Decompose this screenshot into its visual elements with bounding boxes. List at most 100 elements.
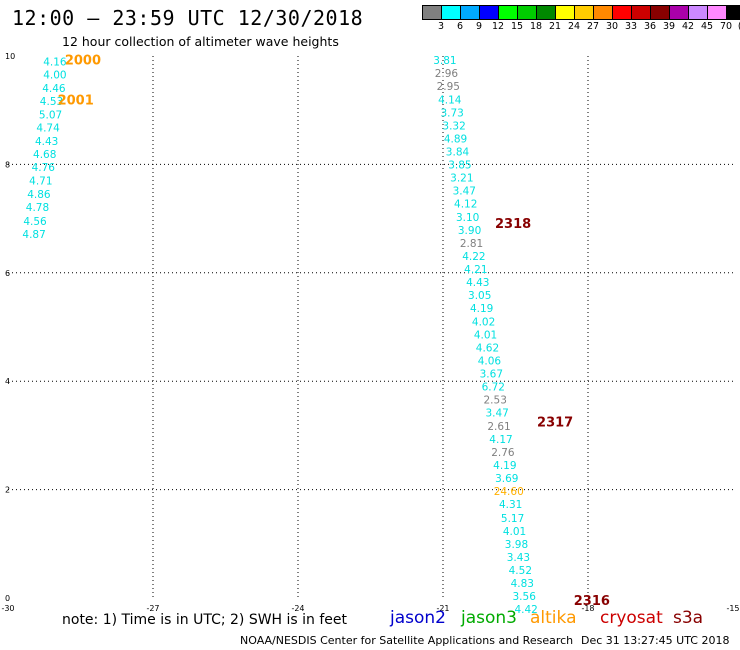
x-tick-label: -30 bbox=[1, 604, 14, 613]
color-scale-label: 36 bbox=[643, 21, 657, 32]
color-scale-label: 21 bbox=[548, 21, 562, 32]
time-annotation: 2000 bbox=[65, 53, 101, 68]
x-tick-label: -27 bbox=[146, 604, 159, 613]
footer-credit: NOAA/NESDIS Center for Satellite Applica… bbox=[240, 634, 574, 647]
wave-height-label: 3.47 bbox=[485, 408, 508, 420]
wave-height-label: 5.17 bbox=[501, 513, 524, 525]
wave-height-label: 4.43 bbox=[35, 136, 58, 148]
wave-height-label: 3.21 bbox=[450, 172, 473, 184]
color-scale-label: 33 bbox=[624, 21, 638, 32]
wave-height-label: 4.01 bbox=[474, 330, 497, 342]
wave-height-label: 3.84 bbox=[446, 146, 470, 158]
wave-height-label: 4.19 bbox=[470, 303, 493, 315]
wave-height-label: 3.05 bbox=[468, 290, 491, 302]
wave-height-label: 4.06 bbox=[478, 356, 502, 368]
color-scale-label: 12 bbox=[491, 21, 505, 32]
color-scale-label: 9 bbox=[475, 21, 483, 32]
color-scale-label: 30 bbox=[605, 21, 619, 32]
y-tick-label: 8 bbox=[5, 160, 10, 169]
wave-height-label: 3.81 bbox=[433, 55, 456, 67]
wave-height-label: 3.10 bbox=[456, 212, 479, 224]
wave-height-label: 4.52 bbox=[509, 565, 532, 577]
color-scale-unit: (ft) bbox=[735, 21, 740, 32]
wave-height-label: 2.95 bbox=[437, 81, 460, 93]
color-scale-label: 70 bbox=[719, 21, 733, 32]
wave-height-label: 3.69 bbox=[495, 473, 518, 485]
wave-height-label: 4.86 bbox=[27, 189, 51, 201]
wave-height-label: 4.31 bbox=[499, 499, 522, 511]
chart-subtitle: 12 hour collection of altimeter wave hei… bbox=[62, 34, 339, 49]
wave-height-label: 4.43 bbox=[466, 277, 489, 289]
color-scale-label: 27 bbox=[586, 21, 600, 32]
chart-title: 12:00 – 23:59 UTC 12/30/2018 bbox=[12, 6, 364, 30]
x-tick-label: -15 bbox=[726, 604, 739, 613]
wave-height-label: 4.62 bbox=[476, 343, 499, 355]
wave-height-label: 3.85 bbox=[448, 159, 471, 171]
wave-height-label: 4.56 bbox=[23, 216, 47, 228]
wave-height-label: 3.32 bbox=[442, 120, 465, 132]
wave-height-label: 2.76 bbox=[491, 447, 515, 459]
wave-height-label: 3.98 bbox=[505, 539, 528, 551]
wave-height-label: 4.21 bbox=[464, 264, 487, 276]
satellite-label-jason2: jason2 bbox=[390, 608, 446, 628]
color-scale-label: 3 bbox=[437, 21, 445, 32]
wave-height-label: 4.68 bbox=[33, 149, 56, 161]
wave-height-label: 2.81 bbox=[460, 238, 483, 250]
color-scale-label: 6 bbox=[456, 21, 464, 32]
color-scale-label: 45 bbox=[700, 21, 714, 32]
y-tick-label: 2 bbox=[5, 486, 10, 495]
wave-height-label: 6.72 bbox=[482, 382, 505, 394]
wave-height-label: 4.87 bbox=[22, 229, 45, 241]
wave-height-label: 3.47 bbox=[453, 185, 476, 197]
wave-height-label: 3.67 bbox=[480, 369, 503, 381]
satellite-label-jason3: jason3 bbox=[461, 608, 517, 628]
wave-height-label: 4.71 bbox=[29, 176, 52, 188]
color-scale-swatch bbox=[726, 5, 740, 20]
wave-height-label: 4.42 bbox=[514, 604, 537, 616]
wave-height-label: 5.07 bbox=[39, 110, 62, 122]
wave-height-label: 4.89 bbox=[444, 133, 467, 145]
wave-height-label: 2.96 bbox=[435, 68, 459, 80]
color-scale-label: 24 bbox=[567, 21, 581, 32]
wave-height-label: 4.22 bbox=[462, 251, 485, 263]
x-tick-label: -21 bbox=[436, 604, 449, 613]
wave-height-label: 4.17 bbox=[489, 434, 512, 446]
x-tick-label: -24 bbox=[291, 604, 304, 613]
satellite-label-s3a: s3a bbox=[673, 608, 704, 628]
wave-height-label: 2.61 bbox=[487, 421, 510, 433]
satellite-label-cryosat: cryosat bbox=[600, 608, 663, 628]
wave-height-label: 4.16 bbox=[43, 56, 67, 68]
footer-timestamp: Dec 31 13:27:45 UTC 2018 bbox=[581, 634, 730, 647]
wave-height-label: 24.60 bbox=[494, 486, 524, 498]
time-annotation: 2317 bbox=[537, 415, 573, 430]
wave-height-label: 4.00 bbox=[43, 69, 66, 81]
time-annotation: 2001 bbox=[58, 93, 94, 108]
wave-height-label: 3.90 bbox=[458, 225, 481, 237]
color-scale-label: 18 bbox=[529, 21, 543, 32]
wave-height-label: 4.46 bbox=[42, 83, 66, 95]
footer-note: note: 1) Time is in UTC; 2) SWH is in fe… bbox=[62, 612, 348, 628]
color-scale-label: 39 bbox=[662, 21, 676, 32]
wave-height-label: 2.53 bbox=[484, 395, 507, 407]
wave-height-label: 4.02 bbox=[472, 317, 495, 329]
wave-height-label: 4.76 bbox=[32, 162, 56, 174]
wave-height-label: 4.74 bbox=[36, 123, 60, 135]
time-annotation: 2316 bbox=[574, 594, 610, 609]
y-tick-label: 0 bbox=[5, 594, 10, 603]
wave-height-label: 4.53 bbox=[40, 96, 63, 108]
wave-height-label: 3.43 bbox=[507, 552, 530, 564]
time-annotation: 2318 bbox=[495, 217, 531, 232]
y-tick-label: 4 bbox=[5, 377, 10, 386]
wave-height-label: 4.12 bbox=[454, 198, 477, 210]
wave-height-label: 4.78 bbox=[26, 202, 49, 214]
wave-height-label: 4.01 bbox=[503, 526, 526, 538]
y-tick-label: 10 bbox=[5, 52, 15, 61]
y-tick-label: 6 bbox=[5, 269, 10, 278]
x-tick-label: -18 bbox=[581, 604, 594, 613]
color-scale-label: 42 bbox=[681, 21, 695, 32]
satellite-label-altika: altika bbox=[530, 608, 577, 628]
wave-height-label: 4.19 bbox=[493, 460, 516, 472]
wave-height-label: 3.56 bbox=[513, 591, 537, 603]
wave-height-label: 4.83 bbox=[511, 578, 534, 590]
